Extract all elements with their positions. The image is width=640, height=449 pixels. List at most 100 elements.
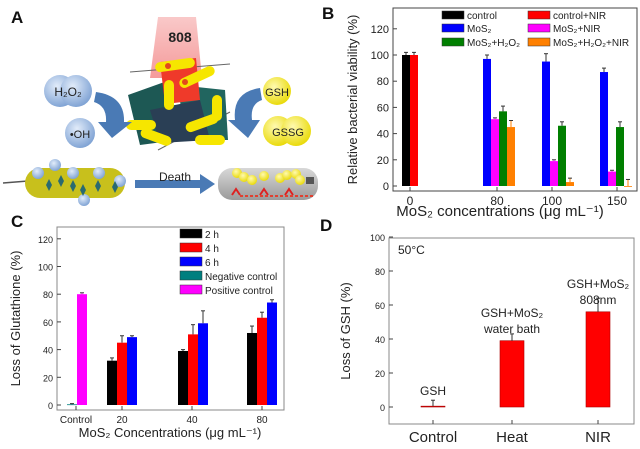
- x-tick-label: 80: [256, 415, 268, 426]
- gssg-molecule: GSSG: [263, 116, 311, 146]
- x-axis-label: MoS₂ Concentrations (μg mL⁻¹): [79, 425, 262, 440]
- bar-loss-of-gsh: [499, 340, 525, 408]
- bar-2-h: [178, 350, 188, 405]
- bar-annotation: 808nm: [580, 293, 617, 307]
- y-tick-label: 60: [43, 318, 53, 328]
- legend-label: 6 h: [205, 258, 219, 269]
- plot-frame: [56, 226, 285, 411]
- legend-swatch: [441, 23, 465, 33]
- hydroxyl-radical: •OH: [65, 118, 95, 148]
- mos2-nanosheet-cluster: [126, 57, 231, 151]
- panel-label-c: C: [11, 212, 24, 231]
- bar-annotation: GSH+MoS₂: [567, 277, 630, 291]
- bar-loss-of-gsh: [585, 311, 611, 408]
- y-axis-label: Relative bacterial viability (%): [345, 15, 360, 185]
- bar-6-h: [198, 323, 208, 405]
- x-tick-label: Control: [60, 415, 92, 426]
- bar-4-h: [257, 317, 267, 405]
- panel-label-d: D: [320, 216, 333, 235]
- legend-b: control control+NIR MoS₂ MoS₂+NIR MoS₂+H₂O₂ M…: [441, 10, 629, 49]
- x-tick-label: 20: [116, 415, 128, 426]
- legend-swatch: [441, 37, 465, 47]
- y-tick-label: 100: [371, 50, 389, 62]
- bar-mos-h-o-nir: [566, 182, 574, 186]
- gssg-label: GSSG: [272, 127, 304, 139]
- y-tick-label: 40: [377, 129, 389, 141]
- bar-6-h: [267, 302, 277, 405]
- bar-mos-nir: [608, 171, 616, 186]
- legend-swatch: [527, 37, 551, 47]
- bar-annotation: water bath: [483, 322, 540, 336]
- y-tick-label: 100: [370, 233, 385, 243]
- temperature-annotation: 50°C: [398, 243, 425, 257]
- bar-mos-nir: [491, 119, 499, 186]
- bar-annotation: GSH: [420, 384, 446, 398]
- legend-swatch: [179, 228, 203, 239]
- y-tick-label: 40: [43, 346, 53, 356]
- legend-swatch: [527, 23, 551, 33]
- bar-mos-nir: [550, 161, 558, 186]
- bar-4-h: [188, 334, 198, 405]
- x-tick-label: NIR: [585, 429, 611, 446]
- dead-bacterium: [218, 168, 318, 200]
- y-tick-label: 80: [377, 76, 389, 88]
- bar-2-h: [107, 360, 117, 405]
- bar-control-nir: [410, 55, 418, 186]
- h2o2-molecule: H₂O₂: [44, 75, 92, 107]
- y-axis-label: Loss of Glutathione (%): [8, 251, 23, 387]
- bar-mos-: [483, 58, 491, 186]
- x-axis-label: MoS₂ concentrations (μg mL⁻¹): [396, 203, 603, 220]
- bar-negative-control: [67, 404, 77, 406]
- y-tick-label: 0: [48, 401, 53, 411]
- legend-label: Negative control: [205, 272, 277, 283]
- y-tick-label: 100: [38, 263, 53, 273]
- y-tick-label: 80: [43, 290, 53, 300]
- bar-positive-control: [77, 294, 87, 405]
- bar-mos-h-o-: [499, 111, 507, 186]
- y-tick-label: 60: [377, 102, 389, 114]
- y-tick-label: 80: [375, 267, 385, 277]
- y-tick-label: 120: [38, 235, 53, 245]
- y-axis-label: Loss of GSH (%): [338, 282, 353, 380]
- legend-label: control+NIR: [553, 11, 606, 22]
- x-tick-label: Control: [409, 429, 457, 446]
- bar-mos-h-o-nir: [624, 186, 632, 187]
- bar-6-h: [127, 337, 137, 405]
- plot-frame: [392, 7, 638, 192]
- bar-control: [402, 55, 410, 186]
- death-arrow: [135, 174, 215, 194]
- legend-c: 2 h 4 h 6 h Negative control Positive contro…: [179, 228, 277, 297]
- gsh-molecule: GSH: [263, 77, 291, 105]
- y-tick-label: 60: [375, 301, 385, 311]
- x-tick-label: 150: [607, 194, 627, 208]
- legend-swatch: [179, 256, 203, 267]
- y-tick-label: 0: [380, 403, 385, 413]
- bar-annotation: GSH+MoS₂: [481, 306, 544, 320]
- bar-mos-h-o-nir: [507, 127, 515, 186]
- legend-label: Positive control: [205, 286, 273, 297]
- h2o2-to-oh-arrow: [94, 92, 132, 138]
- gsh-to-gssg-arrow: [228, 88, 262, 138]
- legend-label: MoS₂: [467, 24, 492, 35]
- h2o2-label: H₂O₂: [54, 85, 82, 99]
- y-tick-label: 40: [375, 335, 385, 345]
- chart-b: 0 20 40 60 80 100 120 Relative bacterial viabil…: [345, 7, 638, 220]
- x-tick-label: 0: [407, 194, 414, 208]
- legend-swatch: [179, 270, 203, 281]
- death-label: Death: [159, 170, 191, 184]
- bar-mos-: [600, 72, 608, 186]
- legend-label: MoS₂+H₂O₂+NIR: [553, 38, 629, 49]
- legend-label: MoS₂+NIR: [553, 24, 601, 35]
- legend-label: 4 h: [205, 244, 219, 255]
- legend-swatch: [527, 10, 551, 20]
- legend-label: control: [467, 11, 497, 22]
- y-tick-label: 20: [377, 155, 389, 167]
- y-tick-label: 0: [383, 181, 389, 193]
- bar-mos-h-o-: [616, 127, 624, 186]
- bar-mos-h-o-: [558, 125, 566, 186]
- x-tick-label: 100: [542, 194, 562, 208]
- legend-swatch: [441, 10, 465, 20]
- bar-4-h: [117, 342, 127, 405]
- y-tick-label: 20: [375, 369, 385, 379]
